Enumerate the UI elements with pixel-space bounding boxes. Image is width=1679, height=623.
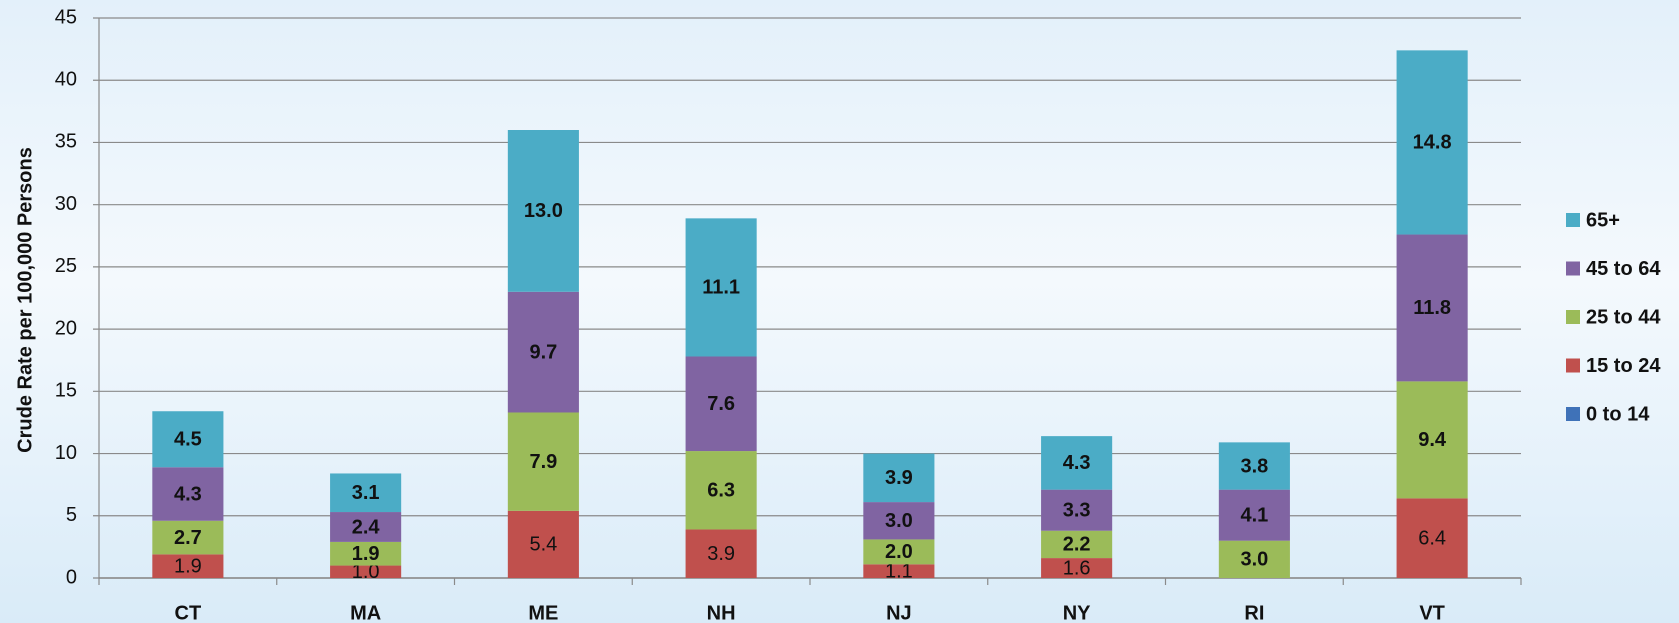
x-tick-label: NY — [1063, 602, 1091, 623]
bar-segment — [1041, 558, 1113, 578]
y-tick-label: 30 — [55, 193, 77, 215]
y-tick-label: 5 — [66, 504, 77, 526]
bar-segment — [1041, 530, 1113, 559]
data-label: 14.8 — [1413, 132, 1452, 154]
data-label: 2.4 — [352, 516, 381, 538]
y-tick-label: 0 — [66, 566, 77, 588]
data-label: 1.1 — [885, 560, 913, 582]
y-tick-label: 20 — [55, 317, 77, 339]
data-label: 4.5 — [174, 429, 202, 451]
bar-segment — [152, 411, 224, 468]
data-label: 3.9 — [885, 467, 913, 489]
bar-segment — [863, 502, 935, 540]
legend-label: 65+ — [1586, 209, 1620, 231]
legend-label: 45 to 64 — [1586, 258, 1661, 280]
bar-segment — [507, 412, 579, 511]
y-tick-label: 15 — [55, 380, 77, 402]
data-label: 2.7 — [174, 527, 202, 549]
x-tick-label: RI — [1244, 602, 1264, 623]
legend-label: 0 to 14 — [1586, 403, 1650, 425]
bar-segment — [1396, 498, 1468, 578]
bar-segment — [330, 541, 402, 566]
y-tick-label: 45 — [55, 6, 77, 28]
data-label: 1.6 — [1063, 557, 1091, 579]
bar-segment — [685, 218, 757, 357]
data-label: 2.0 — [885, 541, 913, 563]
data-label: 3.0 — [1240, 549, 1268, 571]
bar-segment — [1396, 381, 1468, 499]
data-label: 11.8 — [1413, 297, 1451, 319]
bar-segment — [330, 565, 402, 578]
bar-segment — [685, 529, 757, 578]
x-tick-label: ME — [528, 602, 558, 623]
data-label: 7.6 — [707, 393, 735, 415]
legend-label: 25 to 44 — [1586, 306, 1661, 328]
data-label: 3.8 — [1240, 455, 1268, 477]
bar-segment — [507, 291, 579, 413]
bar-segment — [685, 356, 757, 452]
data-label: 1.9 — [352, 543, 380, 565]
x-tick-label: CT — [175, 602, 202, 623]
y-tick-label: 25 — [55, 255, 77, 277]
x-tick-label: MA — [350, 602, 381, 623]
x-tick-label: VT — [1419, 602, 1445, 623]
data-label: 2.2 — [1063, 534, 1091, 556]
bar-segment — [152, 520, 224, 555]
legend-swatch — [1566, 310, 1580, 324]
data-label: 6.3 — [707, 480, 735, 502]
data-label: 5.4 — [529, 534, 557, 556]
y-axis-label: Crude Rate per 100,000 Persons — [14, 147, 36, 453]
bar-segment — [507, 510, 579, 578]
data-label: 3.0 — [885, 510, 913, 532]
data-label: 1.0 — [352, 561, 380, 583]
x-tick-label: NJ — [886, 602, 912, 623]
legend-label: 15 to 24 — [1586, 355, 1661, 377]
data-label: 11.1 — [702, 277, 740, 299]
legend-swatch — [1566, 358, 1580, 373]
bar-segment — [1396, 50, 1468, 235]
bar-segment — [1218, 540, 1290, 578]
data-label: 4.3 — [1063, 452, 1091, 474]
bar-segment — [330, 473, 402, 513]
legend-swatch — [1566, 407, 1580, 421]
bar-segment — [1218, 489, 1290, 541]
bar-segment — [863, 453, 935, 503]
data-label: 9.4 — [1418, 429, 1447, 451]
data-label: 1.9 — [174, 555, 202, 577]
data-label: 7.9 — [529, 451, 557, 473]
data-label: 6.4 — [1418, 527, 1446, 549]
y-tick-label: 40 — [55, 69, 77, 91]
bar-segment — [152, 554, 224, 578]
data-label: 13.0 — [524, 200, 563, 222]
bar-segment — [863, 564, 935, 578]
bar-segment — [507, 130, 579, 292]
bar-segment — [863, 539, 935, 565]
bar-segment — [152, 467, 224, 521]
bar-segment — [1218, 442, 1290, 490]
bar-segment — [685, 451, 757, 530]
bar-segment — [1041, 436, 1113, 490]
data-label: 3.1 — [352, 482, 380, 504]
bar-segment — [1041, 489, 1113, 531]
data-label: 4.3 — [174, 483, 202, 505]
x-tick-label: NH — [707, 602, 736, 623]
legend-swatch — [1566, 213, 1580, 227]
data-label: 9.7 — [529, 341, 557, 363]
bar-segment — [1396, 234, 1468, 382]
bar-segment — [330, 512, 402, 542]
legend-swatch — [1566, 261, 1580, 276]
y-tick-label: 35 — [55, 131, 77, 153]
data-label: 3.9 — [707, 543, 735, 565]
y-tick-label: 10 — [55, 442, 77, 464]
data-label: 4.1 — [1240, 504, 1268, 526]
data-label: 3.3 — [1063, 499, 1091, 521]
